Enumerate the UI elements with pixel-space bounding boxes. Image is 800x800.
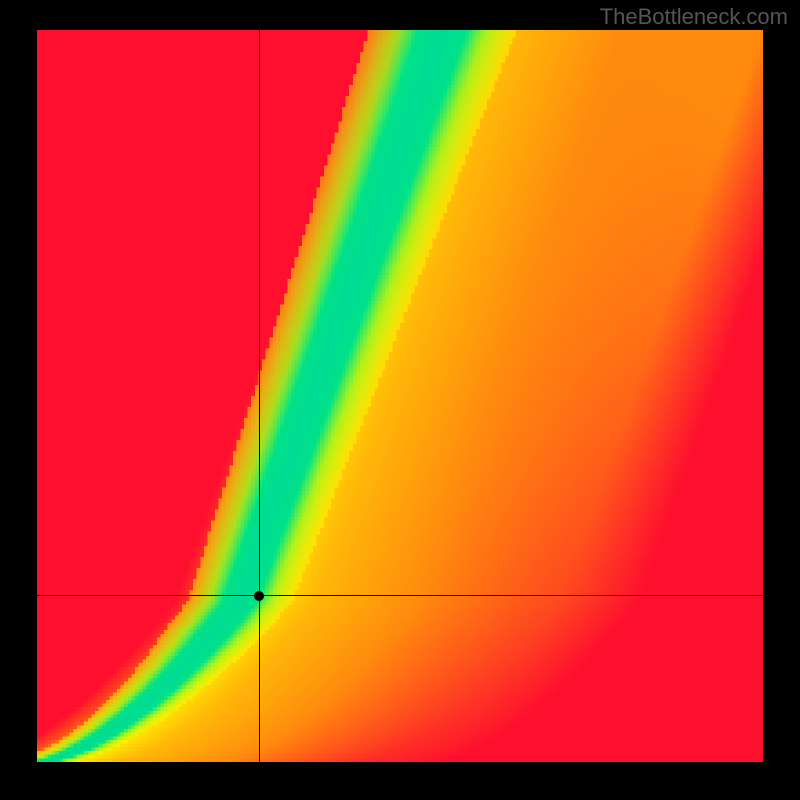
heatmap-canvas (37, 30, 763, 762)
crosshair-horizontal (37, 595, 763, 596)
plot-area (37, 30, 763, 762)
crosshair-vertical (259, 30, 260, 762)
watermark-text: TheBottleneck.com (600, 4, 788, 30)
chart-container: TheBottleneck.com (0, 0, 800, 800)
marker-dot (254, 591, 264, 601)
